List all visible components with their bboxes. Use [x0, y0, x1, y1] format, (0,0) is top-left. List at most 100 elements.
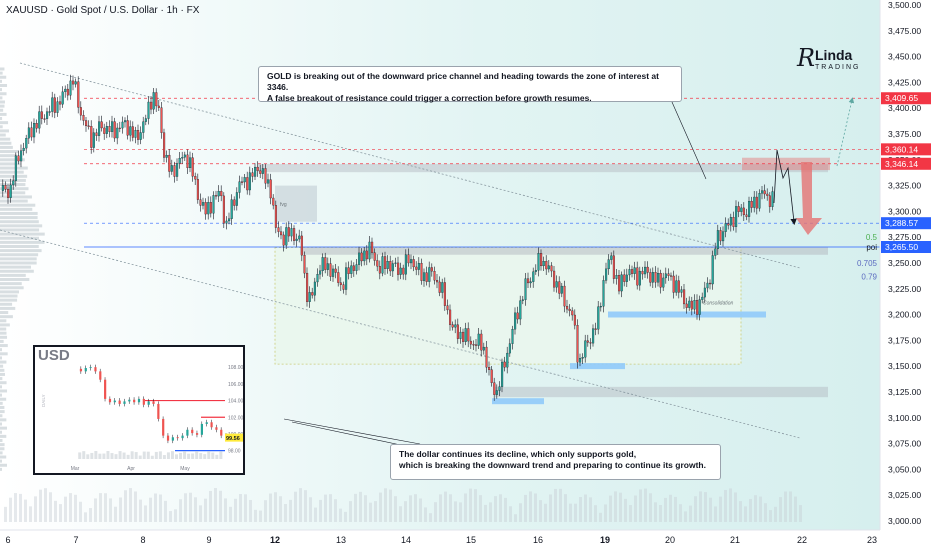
volume-bar	[779, 497, 782, 522]
candle-body	[189, 157, 192, 169]
volume-bar	[714, 506, 717, 522]
volume-bar	[379, 492, 382, 522]
time-tick-label: 12	[270, 535, 280, 545]
poi-zone	[300, 247, 828, 255]
candle-body	[638, 270, 641, 286]
candle-body	[724, 223, 727, 232]
candle-body	[95, 132, 98, 136]
candle-body	[228, 218, 231, 222]
volume-bar	[454, 501, 457, 522]
volume-profile-bar	[0, 158, 25, 162]
volume-bar	[724, 489, 727, 522]
candle-body	[685, 303, 688, 308]
volume-bar	[794, 496, 797, 522]
inset-volume-bar	[142, 451, 146, 459]
volume-bar	[154, 493, 157, 522]
volume-bar	[274, 492, 277, 522]
candle-body	[438, 281, 441, 293]
candle-body	[423, 272, 426, 281]
candle-body	[683, 289, 686, 305]
candle-body	[342, 284, 345, 290]
volume-profile-bar	[0, 327, 7, 331]
candle-body	[4, 185, 7, 190]
candle-body	[319, 270, 322, 275]
candle-body	[264, 168, 267, 184]
inset-volume-bar	[158, 451, 162, 459]
inset-volume-bar	[187, 453, 191, 459]
candle-body	[272, 197, 275, 206]
candle-body	[105, 126, 108, 134]
candle-body	[368, 241, 371, 260]
volume-bar	[789, 491, 792, 522]
volume-bar	[309, 497, 312, 522]
inset-candle-body	[191, 429, 194, 434]
candle-body	[293, 228, 296, 241]
volume-bar	[679, 504, 682, 522]
candle-body	[129, 126, 132, 136]
inset-candle-body	[176, 437, 179, 439]
demand-zone-1	[608, 311, 766, 318]
volume-profile-bar	[0, 368, 5, 372]
time-tick-label: 9	[206, 535, 211, 545]
candle-body	[706, 282, 709, 289]
volume-bar	[739, 501, 742, 522]
volume-bar	[514, 514, 517, 522]
candle-body	[243, 177, 246, 183]
candle-body	[550, 265, 553, 272]
volume-bar	[354, 493, 357, 522]
inset-volume-bar	[106, 451, 110, 459]
candle-body	[173, 165, 176, 177]
volume-profile-bar	[0, 83, 8, 87]
volume-bar	[459, 502, 462, 522]
candle-body	[508, 343, 511, 354]
volume-bar	[564, 494, 567, 522]
volume-bar	[499, 494, 502, 522]
candle-body	[711, 255, 714, 285]
candle-body	[337, 272, 340, 283]
inset-candle-body	[181, 435, 184, 439]
candle-body	[722, 231, 725, 242]
price-level-tag-label-3: 3,288.57	[885, 218, 918, 228]
volume-profile-bar	[0, 410, 5, 414]
inset-volume-bar	[90, 452, 94, 459]
volume-profile-bar	[0, 79, 2, 83]
volume-bar	[179, 499, 182, 522]
volume-profile-bar	[0, 88, 2, 92]
inset-volume-bar	[162, 455, 166, 459]
volume-bar	[244, 494, 247, 522]
volume-bar	[299, 488, 302, 522]
consolidation-range-box	[274, 247, 742, 365]
volume-bar	[629, 505, 632, 522]
inset-volume-bar	[211, 452, 215, 459]
candle-body	[537, 253, 540, 271]
candle-body	[14, 155, 17, 181]
candle-body	[108, 126, 111, 132]
candle-body	[381, 256, 384, 274]
candle-body	[714, 248, 717, 256]
candle-body	[485, 346, 488, 368]
usd-inset-chart[interactable]: 108.00106.00104.00102.00100.0098.00DAILY…	[33, 345, 245, 475]
candle-body	[412, 259, 415, 268]
inset-candle-body	[210, 422, 213, 428]
candle-body	[355, 264, 358, 271]
candle-body	[605, 268, 608, 281]
volume-profile-bar	[0, 459, 2, 463]
volume-bar	[69, 493, 72, 522]
candle-body	[72, 80, 75, 85]
volume-profile-bar	[0, 273, 26, 277]
candle-body	[563, 285, 566, 307]
candle-body	[610, 255, 613, 260]
candle-body	[43, 118, 46, 120]
candle-body	[612, 255, 615, 279]
inset-x-tick: May	[180, 466, 190, 472]
volume-bar	[174, 509, 177, 522]
candle-body	[566, 305, 569, 310]
volume-profile-bar	[0, 414, 3, 418]
candle-body	[625, 274, 628, 282]
candle-body	[98, 121, 101, 136]
volume-bar	[544, 503, 547, 522]
volume-profile-bar	[0, 439, 3, 443]
volume-bar	[64, 496, 67, 522]
inset-volume-bar	[146, 451, 150, 459]
candle-body	[753, 196, 756, 208]
